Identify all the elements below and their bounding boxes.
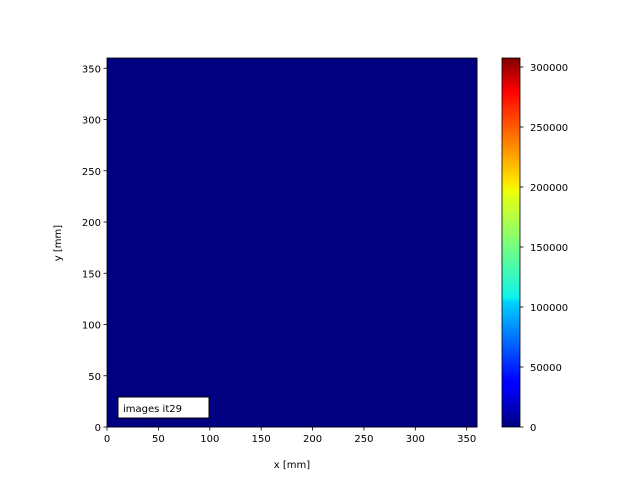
x-ticks: 0 50 100 150 200 250 300 350 xyxy=(104,427,476,445)
x-tick-label: 300 xyxy=(406,434,425,445)
colorbar xyxy=(501,57,521,428)
y-tick-label: 0 xyxy=(95,423,101,434)
colorbar-tick-label: 300000 xyxy=(530,63,568,74)
x-tick-label: 0 xyxy=(104,434,110,445)
x-axis-label: x [mm] xyxy=(274,460,310,471)
x-tick-label: 150 xyxy=(252,434,271,445)
y-tick-label: 50 xyxy=(88,372,101,383)
y-tick-label: 350 xyxy=(82,64,101,75)
colorbar-tick-label: 250000 xyxy=(530,123,568,134)
x-tick-label: 200 xyxy=(303,434,322,445)
colorbar-tick-label: 150000 xyxy=(530,243,568,254)
colorbar-tick-label: 100000 xyxy=(530,303,568,314)
annotation-label: images it29 xyxy=(123,404,182,415)
annotation-box xyxy=(117,396,210,419)
y-tick-label: 150 xyxy=(82,269,101,280)
x-tick-label: 250 xyxy=(354,434,373,445)
colorbar-ticks: 0 50000 100000 150000 200000 250000 300000 xyxy=(520,63,568,434)
colorbar-tick-label: 200000 xyxy=(530,183,568,194)
axes-frame xyxy=(106,57,478,428)
heatmap-cell xyxy=(107,58,478,428)
x-tick-label: 50 xyxy=(152,434,165,445)
x-tick-label: 100 xyxy=(200,434,219,445)
y-tick-label: 300 xyxy=(82,116,101,127)
x-tick-label: 350 xyxy=(457,434,476,445)
colorbar-tick-label: 50000 xyxy=(530,363,562,374)
y-tick-label: 250 xyxy=(82,167,101,178)
colorbar-tick-label: 0 xyxy=(530,423,536,434)
y-axis-label: y [mm] xyxy=(53,225,64,261)
plot-area xyxy=(106,57,478,428)
y-ticks: 0 50 100 150 200 250 300 350 xyxy=(82,64,107,434)
y-tick-label: 200 xyxy=(82,218,101,229)
y-tick-label: 100 xyxy=(82,321,101,332)
